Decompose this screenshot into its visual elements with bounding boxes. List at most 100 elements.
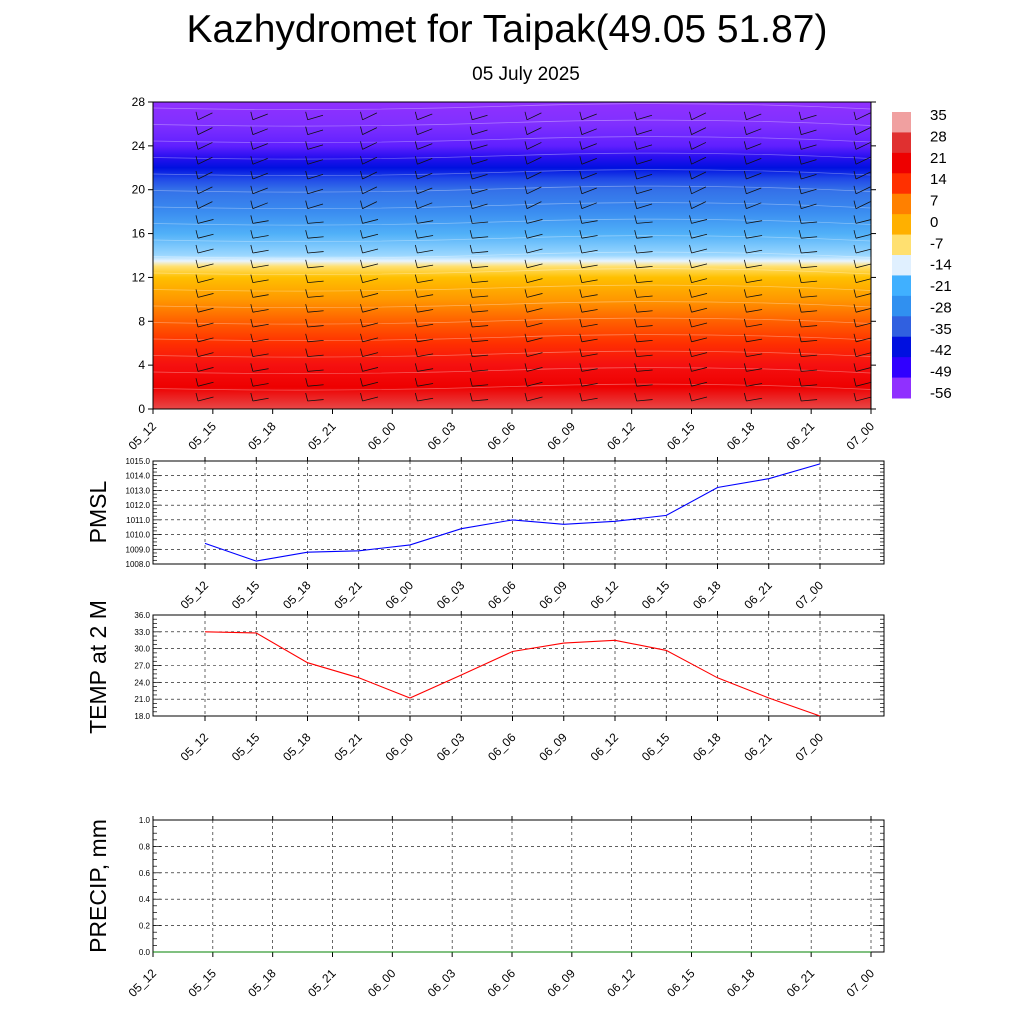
wind-barb	[307, 354, 324, 357]
wind-barb-feather	[469, 348, 473, 357]
wind-barb-feather	[634, 378, 638, 387]
wind-barb	[855, 219, 872, 224]
wind-barb-feather	[414, 215, 418, 224]
wind-barb	[362, 337, 379, 343]
wind-barb	[252, 128, 268, 135]
wind-barb-feather	[469, 141, 473, 150]
wind-barb	[197, 396, 214, 402]
wind-barb-feather	[469, 126, 473, 135]
wind-barb	[801, 325, 818, 328]
wind-barb	[472, 399, 489, 402]
wind-barb-feather	[579, 259, 583, 268]
wind-barb	[197, 263, 214, 269]
wind-barb-feather	[469, 378, 473, 387]
colorbar-label: -28	[930, 299, 952, 316]
wind-barb	[855, 233, 872, 239]
wind-barb-feather	[469, 333, 473, 342]
wind-barb	[801, 129, 817, 135]
wind-barb-feather	[195, 289, 199, 298]
wind-barb	[197, 112, 213, 121]
wind-barb	[746, 397, 763, 402]
wind-barb	[855, 171, 871, 180]
heatmap-field	[153, 102, 871, 409]
wind-barb	[581, 368, 598, 372]
wind-barb	[691, 127, 707, 135]
wind-barb	[472, 144, 488, 150]
x-tick-label: 07_00	[844, 419, 878, 453]
wind-barb	[855, 142, 871, 150]
wind-barb-feather	[250, 274, 254, 283]
wind-barb-feather	[634, 156, 638, 165]
x-tick-label: 07_00	[793, 578, 827, 612]
wind-barb-feather	[579, 304, 583, 313]
wind-barb	[636, 221, 653, 224]
contour-line	[152, 350, 872, 358]
wind-barb-feather	[798, 348, 802, 357]
wind-barb	[472, 203, 488, 209]
colorbar-label: 28	[930, 128, 947, 145]
wind-barb-feather	[634, 333, 638, 342]
wind-barb-feather	[634, 244, 638, 254]
wind-barb	[855, 112, 871, 121]
wind-barb	[855, 307, 872, 313]
wind-barb-feather	[798, 244, 802, 254]
colorbar-label: -42	[930, 342, 952, 359]
wind-barb-feather	[469, 289, 473, 298]
wind-barb-feather	[524, 318, 528, 328]
wind-barb-feather	[689, 244, 692, 254]
wind-barb-feather	[524, 304, 528, 313]
wind-barb-feather	[305, 363, 309, 372]
y-tick-label: 30.0	[134, 645, 150, 654]
y-tick-label: 0	[138, 402, 145, 416]
wind-barb	[197, 127, 213, 135]
wind-barb-feather	[798, 392, 802, 402]
wind-barb-feather	[634, 318, 638, 328]
wind-barb-feather	[360, 244, 363, 254]
wind-barb-feather	[579, 244, 583, 254]
wind-barb	[526, 248, 543, 254]
y-tick-label: 24	[132, 139, 146, 153]
wind-barb-feather	[798, 378, 802, 387]
x-tick-label: 06_21	[741, 730, 775, 764]
wind-barb	[417, 158, 433, 165]
wind-barb-feather	[798, 230, 802, 239]
colorbar-segment	[892, 377, 911, 399]
wind-barb-feather	[524, 289, 528, 298]
wind-barb-feather	[743, 200, 747, 209]
contour-line	[152, 251, 872, 259]
wind-barb-feather	[414, 289, 418, 298]
contour-line	[152, 301, 872, 308]
wind-barb	[581, 202, 597, 209]
wind-barb-feather	[634, 126, 638, 135]
wind-barb	[417, 249, 434, 254]
y-axis-label: PMSL	[85, 480, 111, 543]
wind-barb-feather	[743, 348, 747, 357]
wind-barb-feather	[689, 289, 692, 298]
wind-barb-feather	[579, 141, 583, 150]
wind-barb	[252, 279, 269, 283]
wind-barb-feather	[250, 156, 254, 165]
wind-barb	[746, 368, 763, 372]
wind-barb-feather	[305, 156, 309, 165]
contour-line	[152, 169, 872, 176]
wind-barb	[307, 369, 324, 372]
wind-barb	[362, 396, 379, 402]
wind-barb-feather	[469, 274, 473, 283]
x-tick-label: 06_00	[365, 419, 399, 453]
contour-line	[152, 367, 872, 374]
y-tick-label: 28	[132, 95, 146, 109]
wind-barb-feather	[524, 111, 528, 120]
colorbar-label: 14	[930, 171, 947, 188]
wind-barb	[636, 114, 653, 121]
wind-barb-feather	[250, 215, 254, 224]
wind-barb-feather	[524, 156, 528, 165]
wind-barb	[581, 187, 597, 195]
wind-barb	[581, 309, 598, 313]
wind-barb	[691, 263, 708, 269]
x-tick-label: 06_15	[639, 578, 673, 612]
wind-barb	[581, 353, 598, 357]
colorbar-segment	[892, 173, 911, 195]
y-tick-label: 36.0	[134, 611, 150, 620]
wind-barb-feather	[743, 274, 747, 283]
